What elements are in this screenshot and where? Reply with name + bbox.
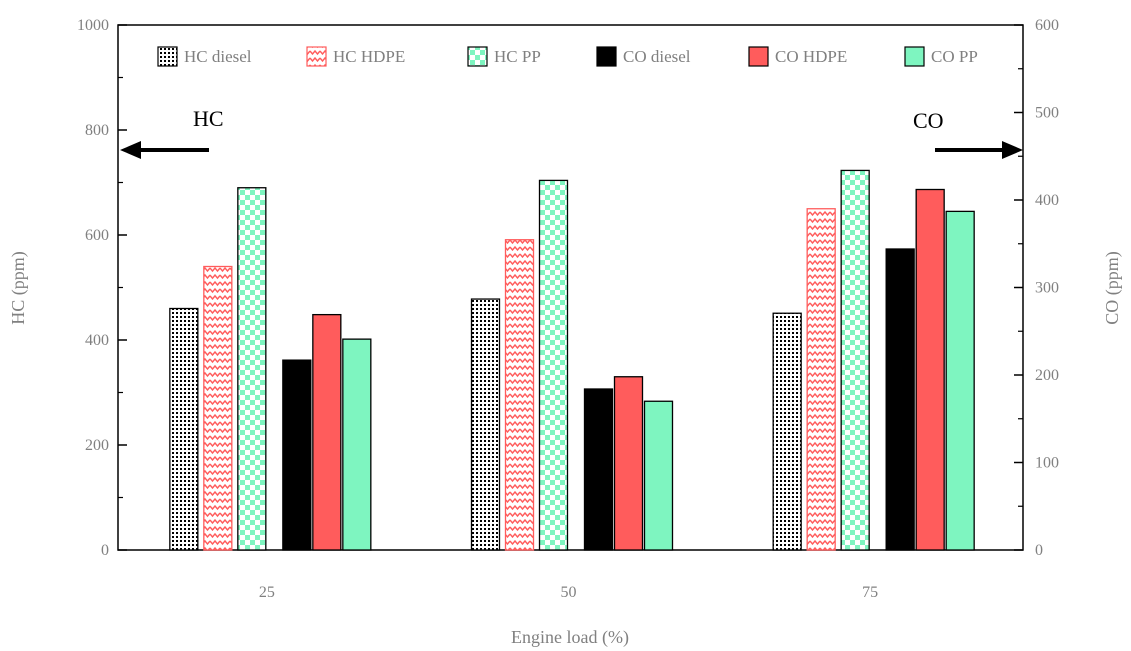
right-tick-label: 200 <box>1035 367 1059 384</box>
bar-co-diesel-50 <box>583 388 614 551</box>
left-tick-label: 0 <box>101 542 109 559</box>
legend: HC diesel HC HDPE HC PP CO diesel CO HDPE CO … <box>157 46 978 67</box>
legend-label: CO HDPE <box>775 47 847 66</box>
legend-label: HC HDPE <box>333 47 405 66</box>
x-tick-label: 50 <box>561 584 577 601</box>
legend-swatch <box>157 46 178 67</box>
bar-hc-hdpe-50 <box>504 239 535 551</box>
right-tick-label: 0 <box>1035 542 1043 559</box>
right-tick-label: 300 <box>1035 280 1059 297</box>
bar-hc-pp-50 <box>538 179 569 551</box>
right-tick-label: 600 <box>1035 17 1059 34</box>
legend-swatch <box>467 46 488 67</box>
legend-swatch <box>596 46 617 67</box>
bar-hc-diesel-25 <box>169 307 199 551</box>
y-axis-left-title: HC (ppm) <box>8 251 29 325</box>
legend-swatch <box>904 46 925 67</box>
left-tick-label: 400 <box>85 332 109 349</box>
legend-swatch <box>306 46 327 67</box>
left-axis-ticks: 0 200 400 600 800 1000 <box>77 17 127 559</box>
bar-co-hdpe-25 <box>312 313 342 551</box>
left-tick-label: 200 <box>85 437 109 454</box>
x-axis-ticks: 25 50 75 <box>259 584 878 601</box>
bar-hc-diesel-50 <box>470 298 501 551</box>
right-axis-ticks: 0 100 200 300 400 500 600 <box>1014 17 1059 559</box>
left-tick-label: 800 <box>85 122 109 139</box>
legend-label: CO PP <box>931 47 978 66</box>
x-axis-title: Engine load (%) <box>511 627 629 648</box>
left-tick-label: 1000 <box>77 17 109 34</box>
legend-swatch <box>748 46 769 67</box>
legend-label: HC diesel <box>184 47 252 66</box>
bar-co-pp-75 <box>945 210 975 551</box>
bar-co-hdpe-50 <box>613 376 644 551</box>
legend-label: HC PP <box>494 47 541 66</box>
bar-co-diesel-75 <box>885 248 915 551</box>
bars-group <box>169 169 975 551</box>
left-tick-label: 600 <box>85 227 109 244</box>
right-tick-label: 100 <box>1035 455 1059 472</box>
bar-hc-diesel-75 <box>772 312 802 551</box>
bar-hc-pp-25 <box>237 187 267 551</box>
right-tick-label: 500 <box>1035 105 1059 122</box>
bar-hc-pp-75 <box>840 169 870 551</box>
hc-arrow-label: HC <box>193 106 224 131</box>
left-arrow <box>120 141 209 159</box>
bar-co-hdpe-75 <box>915 188 945 551</box>
y-axis-right-title: CO (ppm) <box>1102 251 1123 325</box>
bar-co-diesel-25 <box>282 359 312 551</box>
bar-hc-hdpe-75 <box>806 208 836 551</box>
right-arrow <box>935 141 1023 159</box>
bar-hc-hdpe-25 <box>203 265 233 551</box>
x-tick-label: 75 <box>862 584 878 601</box>
co-arrow-label: CO <box>913 108 944 133</box>
bar-co-pp-50 <box>643 400 674 551</box>
legend-label: CO diesel <box>623 47 691 66</box>
bar-co-pp-25 <box>342 338 372 551</box>
right-tick-label: 400 <box>1035 192 1059 209</box>
x-tick-label: 25 <box>259 584 275 601</box>
